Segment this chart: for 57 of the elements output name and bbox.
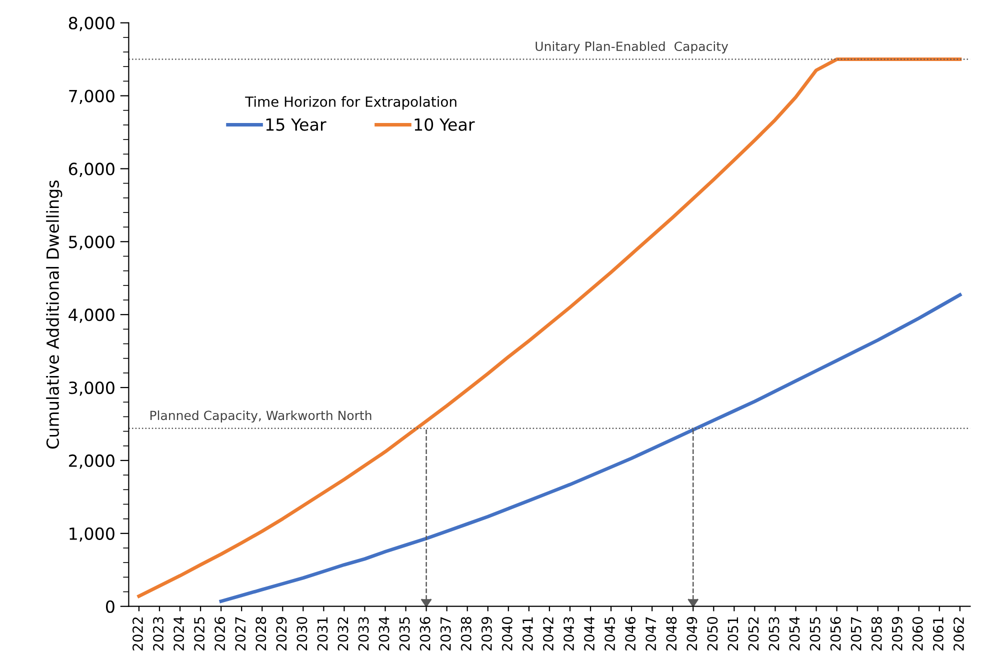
x-tick-label: 2037 [440,617,451,650]
x-tick-label: 2025 [194,617,205,650]
x-tick-label: 2026 [214,616,226,650]
x-tick-label: 2047 [646,617,656,650]
legend-label: 15 Year [266,118,326,131]
x-tick-label: 2059 [892,617,902,650]
x-tick-label: 2061 [932,617,944,650]
x-tick-label: 2040 [502,617,512,650]
x-tick-label: 2041 [522,617,533,650]
x-tick-label: 2051 [728,617,738,650]
y-tick-label: 7,000 [69,90,114,104]
y-tick-label: 1,000 [70,527,114,542]
x-tick-label: 2039 [481,617,492,650]
y-tick-label: 8,000 [68,16,114,32]
x-tick-label: 2033 [358,617,369,650]
legend-title: Time Horizon for Extrapolation [245,96,456,110]
x-tick-label: 2056 [830,616,841,650]
legend-label: 10 Year [414,118,475,131]
x-tick-label: 2058 [871,617,882,650]
x-tick-label: 2054 [789,616,800,650]
x-tick-label: 2036 [420,616,430,650]
x-tick-label: 2046 [625,616,636,650]
ref-line-label: Unitary Plan-Enabled Capacity [536,41,728,54]
x-tick-label: 2030 [296,617,308,650]
x-tick-label: 2043 [564,617,574,650]
x-tick-label: 2029 [276,617,287,650]
y-tick-label: 3,000 [69,381,114,396]
x-tick-label: 2034 [378,616,390,650]
x-tick-label: 2031 [317,617,328,650]
x-tick-label: 2022 [132,617,143,650]
x-tick-label: 2032 [338,617,348,650]
x-tick-label: 2055 [810,617,820,650]
x-tick-label: 2060 [912,617,923,650]
x-tick-label: 2042 [542,617,554,650]
x-tick-label: 2027 [235,617,246,650]
x-tick-label: 2028 [256,617,266,650]
y-tick-label: 0 [106,600,114,613]
x-tick-label: 2048 [666,617,677,650]
line-series [137,58,962,598]
x-tick-label: 2049 [686,617,698,650]
y-tick-label: 4,000 [68,308,114,323]
x-tick-label: 2053 [768,617,780,650]
x-tick-label: 2050 [707,617,718,650]
x-tick-label: 2035 [399,617,410,650]
x-tick-label: 2057 [850,617,862,650]
x-tick-label: 2062 [953,617,964,650]
y-tick-label: 6,000 [68,162,114,177]
x-tick-label: 2024 [174,616,184,650]
y-tick-label: 2,000 [69,454,114,469]
x-tick-label: 2044 [584,616,595,650]
x-tick-label: 2045 [604,617,616,650]
ref-line-label: Planned Capacity, Warkworth North [150,410,372,423]
y-axis-title: Cumulative Additional Dwellings [46,180,62,449]
y-tick-label: 5,000 [69,236,114,250]
x-tick-label: 2038 [460,617,472,650]
x-tick-label: 2052 [748,617,759,650]
x-tick-label: 2023 [153,617,164,650]
